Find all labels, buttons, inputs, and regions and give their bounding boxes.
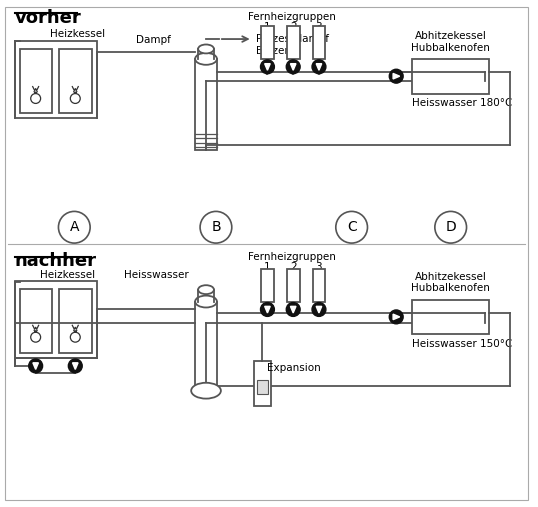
Bar <box>261 26 274 59</box>
Text: 1: 1 <box>264 262 271 272</box>
Text: C: C <box>347 220 357 234</box>
Circle shape <box>200 211 232 243</box>
Polygon shape <box>316 306 322 313</box>
Circle shape <box>390 69 403 83</box>
Text: Abhitzekessel
Hubbalkenofen: Abhitzekessel Hubbalkenofen <box>411 272 490 294</box>
Bar <box>313 269 325 302</box>
Bar <box>59 49 92 114</box>
Text: 2: 2 <box>290 262 296 272</box>
Text: Fernheizgruppen: Fernheizgruppen <box>248 252 336 262</box>
Polygon shape <box>73 363 78 370</box>
Text: Prozessdampf
Beizerei: Prozessdampf Beizerei <box>256 34 329 56</box>
Circle shape <box>286 60 300 74</box>
Bar <box>195 302 217 391</box>
Text: B: B <box>211 220 221 234</box>
Text: 3: 3 <box>316 262 322 272</box>
Circle shape <box>260 303 274 316</box>
Bar <box>412 300 490 334</box>
Polygon shape <box>291 306 296 313</box>
Ellipse shape <box>195 296 217 307</box>
Text: Heisswasser: Heisswasser <box>124 270 188 280</box>
Text: vorher: vorher <box>15 9 82 27</box>
Circle shape <box>312 303 326 316</box>
Circle shape <box>59 211 90 243</box>
Polygon shape <box>393 74 400 79</box>
Circle shape <box>29 359 43 373</box>
Text: Heisswasser 150°C: Heisswasser 150°C <box>412 339 512 349</box>
Text: Dampf: Dampf <box>136 35 171 45</box>
Polygon shape <box>265 64 270 70</box>
Text: 1: 1 <box>264 22 271 32</box>
Text: Heizkessel: Heizkessel <box>49 29 105 39</box>
Circle shape <box>390 310 403 324</box>
Text: Heizkessel: Heizkessel <box>40 270 95 280</box>
Bar <box>253 361 271 406</box>
Circle shape <box>312 60 326 74</box>
Circle shape <box>336 211 367 243</box>
Polygon shape <box>265 306 270 313</box>
Bar <box>15 281 97 358</box>
Circle shape <box>286 303 300 316</box>
Text: nachher: nachher <box>15 252 97 270</box>
Bar <box>20 288 53 353</box>
Bar <box>257 380 268 393</box>
Bar <box>313 26 325 59</box>
Bar <box>261 269 274 302</box>
Text: Heisswasser 180°C: Heisswasser 180°C <box>412 98 512 108</box>
Circle shape <box>260 60 274 74</box>
Text: Fernheizgruppen: Fernheizgruppen <box>248 12 336 22</box>
Text: 2: 2 <box>290 22 296 32</box>
Circle shape <box>68 359 82 373</box>
Ellipse shape <box>198 285 214 294</box>
Polygon shape <box>291 64 296 70</box>
Bar <box>412 59 490 93</box>
Text: A: A <box>69 220 79 234</box>
Circle shape <box>435 211 466 243</box>
Text: 3: 3 <box>316 22 322 32</box>
Polygon shape <box>33 363 38 370</box>
Polygon shape <box>316 64 322 70</box>
Bar <box>195 59 217 150</box>
Bar <box>15 41 97 118</box>
Ellipse shape <box>195 53 217 65</box>
Bar <box>287 26 300 59</box>
Ellipse shape <box>198 45 214 53</box>
Bar <box>287 269 300 302</box>
Text: D: D <box>445 220 456 234</box>
Text: Abhitzekessel
Hubbalkenofen: Abhitzekessel Hubbalkenofen <box>411 31 490 53</box>
Bar <box>59 288 92 353</box>
Bar <box>20 49 53 114</box>
Polygon shape <box>393 314 400 320</box>
Ellipse shape <box>191 383 221 399</box>
Text: Expansion: Expansion <box>267 363 321 373</box>
